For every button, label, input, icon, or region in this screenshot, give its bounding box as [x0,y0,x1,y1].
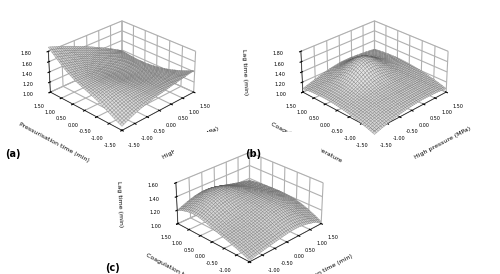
Text: (a): (a) [5,149,20,159]
X-axis label: Pressurisation time (min): Pressurisation time (min) [282,253,354,274]
X-axis label: High pressure (MPa): High pressure (MPa) [162,125,220,159]
Y-axis label: Coagulation temperature: Coagulation temperature [270,122,342,163]
Y-axis label: Pressurisation time (min): Pressurisation time (min) [18,122,90,163]
Text: (b): (b) [245,149,261,159]
Y-axis label: Coagulation temperature: Coagulation temperature [145,253,218,274]
X-axis label: High pressure (MPa): High pressure (MPa) [414,125,472,159]
Text: (c): (c) [105,263,120,273]
